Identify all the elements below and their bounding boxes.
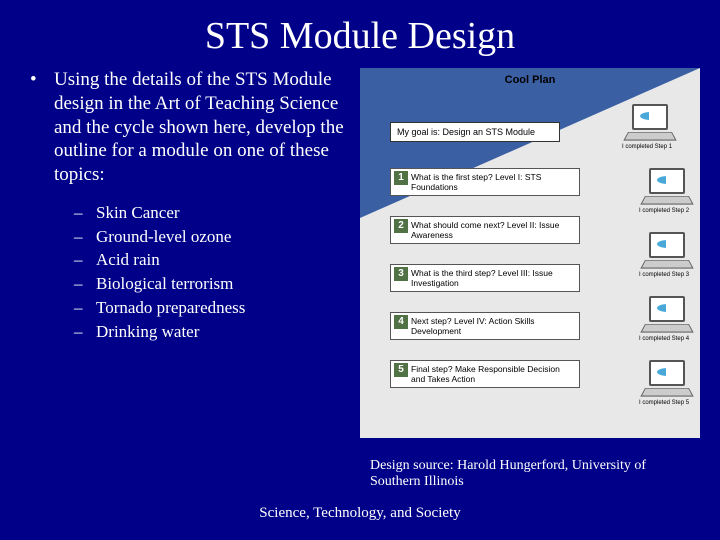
- content-area: • Using the details of the STS Module de…: [0, 58, 720, 438]
- laptop-icon: I completed Step 3: [645, 232, 689, 270]
- dash-marker: –: [74, 296, 96, 320]
- dash-marker: –: [74, 248, 96, 272]
- list-item: –Drinking water: [74, 320, 352, 344]
- main-bullet-text: Using the details of the STS Module desi…: [54, 68, 352, 187]
- list-item: –Ground-level ozone: [74, 225, 352, 249]
- laptop-base: [623, 132, 676, 141]
- topic-text: Skin Cancer: [96, 201, 180, 225]
- dash-marker: –: [74, 201, 96, 225]
- laptop-label: I completed Step 4: [639, 336, 699, 343]
- list-item: –Biological terrorism: [74, 272, 352, 296]
- bullet-marker: •: [30, 68, 54, 187]
- topic-list: –Skin Cancer –Ground-level ozone –Acid r…: [30, 201, 352, 344]
- laptop-screen: [649, 296, 685, 322]
- left-column: • Using the details of the STS Module de…: [20, 68, 352, 438]
- laptop-icon: I completed Step 4: [645, 296, 689, 334]
- laptop-base: [640, 196, 693, 205]
- step-number: 2: [394, 219, 408, 233]
- dash-marker: –: [74, 225, 96, 249]
- topic-text: Tornado preparedness: [96, 296, 245, 320]
- step-number: 4: [394, 315, 408, 329]
- list-item: –Acid rain: [74, 248, 352, 272]
- step-box: 3 What is the third step? Level III: Iss…: [390, 264, 580, 292]
- step-number: 3: [394, 267, 408, 281]
- list-item: –Tornado preparedness: [74, 296, 352, 320]
- laptop-screen: [649, 168, 685, 194]
- step-text: Next step? Level IV: Action Skills Devel…: [411, 316, 534, 336]
- step-number: 5: [394, 363, 408, 377]
- slide-title: STS Module Design: [0, 0, 720, 58]
- dash-marker: –: [74, 320, 96, 344]
- footer-text: Science, Technology, and Society: [0, 505, 720, 522]
- laptop-icon: I completed Step 5: [645, 360, 689, 398]
- goal-box: My goal is: Design an STS Module: [390, 122, 560, 142]
- step-text: What is the third step? Level III: Issue…: [411, 268, 553, 288]
- dash-marker: –: [74, 272, 96, 296]
- step-number: 1: [394, 171, 408, 185]
- step-box: 2 What should come next? Level II: Issue…: [390, 216, 580, 244]
- right-column: Cool Plan My goal is: Design an STS Modu…: [352, 68, 700, 438]
- main-bullet: • Using the details of the STS Module de…: [30, 68, 352, 187]
- laptop-screen: [649, 360, 685, 386]
- topic-text: Acid rain: [96, 248, 160, 272]
- laptop-base: [640, 324, 693, 333]
- step-box: 1 What is the first step? Level I: STS F…: [390, 168, 580, 196]
- topic-text: Biological terrorism: [96, 272, 233, 296]
- topic-text: Ground-level ozone: [96, 225, 231, 249]
- laptop-icon: I completed Step 1: [628, 104, 672, 142]
- laptop-label: I completed Step 3: [639, 272, 699, 279]
- step-text: What is the first step? Level I: STS Fou…: [411, 172, 541, 192]
- laptop-screen: [649, 232, 685, 258]
- diagram-header: Cool Plan: [360, 74, 700, 86]
- design-credit: Design source: Harold Hungerford, Univer…: [370, 458, 700, 490]
- laptop-base: [640, 260, 693, 269]
- step-text: What should come next? Level II: Issue A…: [411, 220, 559, 240]
- step-box: 5 Final step? Make Responsible Decision …: [390, 360, 580, 388]
- laptop-label: I completed Step 1: [622, 144, 682, 151]
- laptop-screen: [632, 104, 668, 130]
- step-text: Final step? Make Responsible Decision an…: [411, 364, 560, 384]
- topic-text: Drinking water: [96, 320, 199, 344]
- cycle-diagram: Cool Plan My goal is: Design an STS Modu…: [360, 68, 700, 438]
- laptop-label: I completed Step 5: [639, 400, 699, 407]
- step-box: 4 Next step? Level IV: Action Skills Dev…: [390, 312, 580, 340]
- laptop-base: [640, 388, 693, 397]
- laptop-label: I completed Step 2: [639, 208, 699, 215]
- list-item: –Skin Cancer: [74, 201, 352, 225]
- laptop-icon: I completed Step 2: [645, 168, 689, 206]
